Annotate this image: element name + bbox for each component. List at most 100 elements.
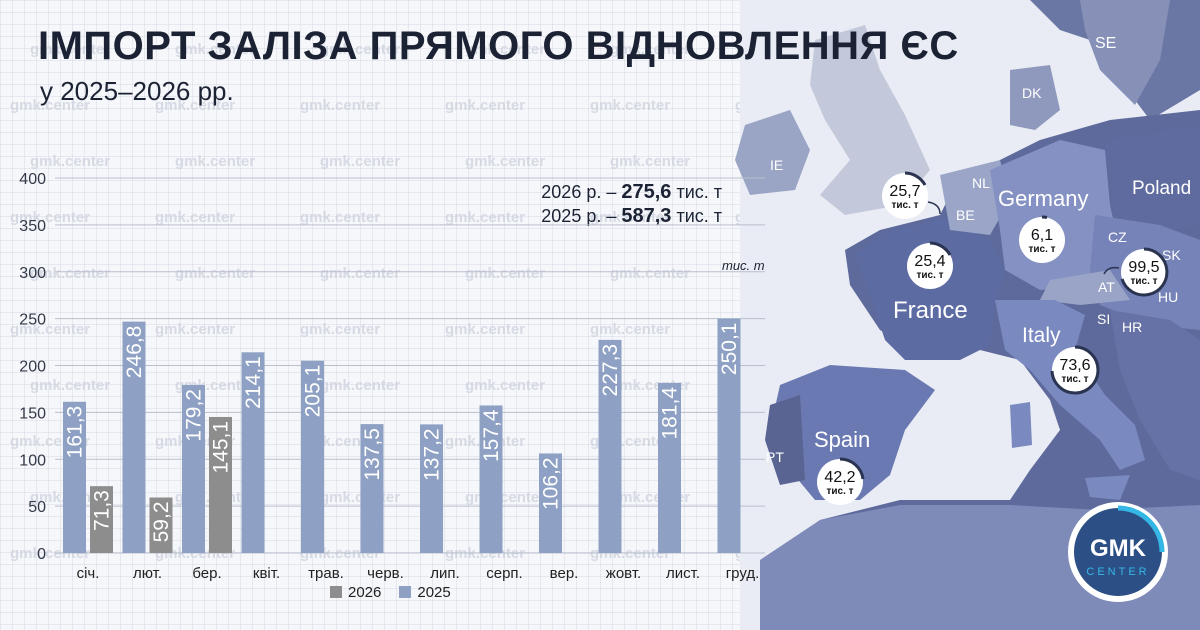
grid-layer: 0 50 100 150 200 250 300 350 400 — [19, 171, 765, 563]
bubble-france-unit: тис. т — [916, 270, 943, 281]
y-tick-label: 0 — [37, 546, 46, 563]
map-denmark — [1010, 65, 1060, 130]
x-category-label: груд. — [726, 565, 760, 582]
logo-main: GMK — [1090, 535, 1147, 562]
map-ireland — [735, 110, 810, 195]
bubble-belgium-unit: тис. т — [891, 200, 918, 211]
label-sk: SK — [1162, 247, 1181, 263]
bar-label-2025: 250,1 — [718, 323, 741, 376]
gmk-logo: GMK CENTER — [1068, 502, 1168, 602]
bubble-belgium: 25,7 тис. т — [882, 171, 941, 219]
bar-2025 — [241, 352, 265, 553]
y-tick-label: 300 — [19, 265, 46, 282]
bar-2025 — [479, 405, 503, 553]
bar-2025 — [63, 401, 86, 553]
bar-label-2025: 137,5 — [361, 428, 384, 481]
x-category-label: квіт. — [253, 565, 280, 582]
bar-2025 — [658, 382, 681, 553]
label-poland: Poland — [1132, 178, 1191, 199]
x-category-label: серп. — [486, 565, 522, 582]
bar-label-2025: 161,3 — [64, 406, 87, 459]
totals-2026-prefix: 2026 р. – — [541, 182, 617, 202]
totals-2026-value: 275,6 — [621, 181, 672, 203]
bar-2026 — [90, 486, 113, 553]
bar-2025 — [182, 385, 205, 553]
totals-2025-prefix: 2025 р. – — [541, 206, 617, 226]
map-sweden — [1080, 0, 1170, 105]
label-pt: PT — [766, 449, 784, 465]
chart-title: ІМПОРТ ЗАЛІЗА ПРЯМОГО ВІДНОВЛЕННЯ ЄС — [38, 24, 959, 68]
x-category-label: жовт. — [606, 565, 641, 582]
logo-sub: CENTER — [1086, 566, 1149, 578]
bar-2025 — [360, 424, 384, 553]
label-cz: CZ — [1108, 229, 1127, 245]
bar-2025 — [717, 318, 741, 553]
label-hr: HR — [1122, 319, 1142, 335]
legend-swatch-2026 — [330, 586, 342, 598]
bubble-germany-value: 6,1 — [1031, 227, 1053, 244]
bar-2025 — [301, 360, 324, 553]
label-italy: Italy — [1022, 324, 1061, 347]
bubble-france: 25,4 тис. т — [907, 241, 953, 289]
totals-2025: 2025 р. – 587,3 тис. т — [541, 204, 722, 228]
legend-swatch-2025 — [399, 586, 412, 598]
label-france: France — [893, 297, 968, 324]
y-tick-label: 200 — [19, 359, 46, 376]
y-tick-label: 350 — [19, 218, 46, 235]
x-category-label: черв. — [367, 565, 404, 582]
y-tick-label: 150 — [19, 405, 46, 422]
bar-label-2025: 157,4 — [480, 409, 503, 462]
map-germany — [990, 140, 1120, 290]
bubble-italy-unit: тис. т — [1061, 374, 1088, 385]
bubble-belgium-value: 25,7 — [889, 183, 920, 200]
bar-label-2026: 71,3 — [91, 490, 114, 531]
bubble-italy: 73,6 тис. т — [1050, 345, 1100, 395]
bar-label-2026: 59,2 — [150, 502, 173, 543]
map-iberia — [770, 365, 935, 500]
bar-label-2026: 145,1 — [210, 421, 233, 474]
label-germany: Germany — [998, 186, 1088, 211]
bubble-italy-value: 73,6 — [1059, 357, 1090, 374]
bar-chart: 0 50 100 150 200 250 300 350 400 161,3 71,3 січ. 24… — [19, 171, 765, 582]
bar-label-2025: 205,1 — [302, 365, 325, 418]
y-tick-label: 250 — [19, 312, 46, 329]
legend-label-2026: 2026 — [348, 584, 382, 601]
bubble-austria-unit: тис. т — [1130, 276, 1157, 287]
bubble-spain-unit: тис. т — [826, 486, 853, 497]
bar-2025 — [122, 321, 146, 553]
legend-label-2025: 2025 — [417, 584, 451, 601]
totals-2025-value: 587,3 — [621, 205, 672, 227]
legend-item-2026: 2026 — [330, 584, 381, 601]
totals-2026: 2026 р. – 275,6 тис. т — [541, 180, 722, 204]
label-ie: IE — [770, 157, 783, 173]
bar-label-2025: 246,8 — [123, 326, 146, 379]
y-tick-label: 100 — [19, 452, 46, 469]
bubble-austria-value: 99,5 — [1128, 259, 1159, 276]
label-hu: HU — [1158, 289, 1178, 305]
map-austria — [1040, 270, 1130, 305]
totals-2025-suffix: тис. т — [676, 206, 722, 226]
map-britain — [810, 25, 930, 215]
map-sicily — [1085, 475, 1130, 500]
unit-label: тис. т — [722, 258, 765, 273]
x-category-label: бер. — [192, 565, 221, 582]
totals-box: 2026 р. – 275,6 тис. т 2025 р. – 587,3 т… — [541, 180, 722, 228]
label-be: BE — [956, 207, 975, 223]
y-tick-label: 50 — [28, 499, 46, 516]
bar-label-2025: 181,4 — [659, 387, 682, 440]
bar-label-2025: 214,1 — [242, 356, 265, 409]
bar-2025 — [539, 453, 562, 553]
legend: 2026 2025 — [330, 584, 451, 601]
bar-label-2025: 227,3 — [599, 344, 622, 397]
x-category-label: січ. — [77, 565, 100, 582]
legend-item-2025: 2025 — [399, 584, 451, 601]
label-dk: DK — [1022, 85, 1042, 101]
bubble-austria: 99,5 тис. т — [1103, 247, 1169, 297]
map-poland — [1105, 125, 1200, 235]
label-se: SE — [1095, 35, 1116, 52]
bar-2025 — [598, 339, 622, 553]
bars-layer — [63, 318, 741, 553]
label-at: AT — [1098, 279, 1115, 295]
bubble-spain: 42,2 тис. т — [817, 457, 865, 505]
